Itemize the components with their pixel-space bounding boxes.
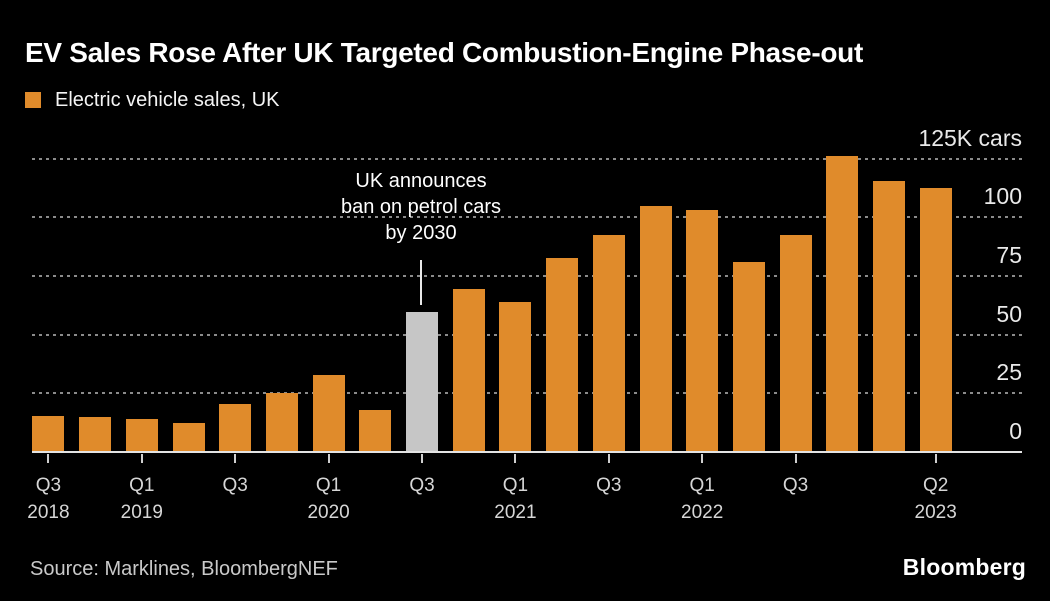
bar-q1-2023 <box>873 180 905 453</box>
x-label-quarter-10: Q1 <box>502 475 529 496</box>
x-tick-q3-2018 <box>47 454 50 463</box>
x-label-year-2018: 2018 <box>27 502 70 523</box>
x-label-year-2019: 2019 <box>120 502 163 523</box>
x-label-year-2022: 2022 <box>681 502 724 523</box>
x-tick-q3-8 <box>421 454 423 463</box>
annotation-line-2: ban on petrol cars <box>340 196 502 218</box>
legend-label: Electric vehicle sales, UK <box>55 88 280 111</box>
x-label-year-2023: 2023 <box>914 502 957 523</box>
x-tick-q1-2019 <box>140 454 143 463</box>
x-label-year-2021: 2021 <box>494 502 537 523</box>
x-label-quarter-0: Q3 <box>35 475 62 496</box>
gridline-100 <box>32 216 1022 219</box>
x-tick-q1-2021 <box>514 454 517 463</box>
bar-q2-2022 <box>732 261 765 453</box>
x-tick-q1-2022 <box>701 454 704 463</box>
gridline-75 <box>32 275 1022 278</box>
source-note: Source: Marklines, BloombergNEF <box>30 558 338 580</box>
bar-q4-2018 <box>79 416 112 453</box>
x-label-year-2020: 2020 <box>307 502 350 523</box>
y-axis-label-0: 0 <box>1009 418 1022 444</box>
legend: Electric vehicle sales, UK <box>25 89 280 111</box>
x-label-quarter-8: Q3 <box>409 475 435 496</box>
bar-q4-2019 <box>265 393 298 453</box>
x-label-quarter-6: Q1 <box>315 475 342 496</box>
bar-q1-2019 <box>125 419 158 453</box>
bar-q2-2020 <box>359 409 392 453</box>
annotation-pointer-line <box>420 260 422 305</box>
bar-q2-2023 <box>919 188 952 453</box>
y-axis-label-125: 125K cars <box>918 124 1022 151</box>
chart-title: EV Sales Rose After UK Targeted Combusti… <box>25 37 863 68</box>
bar-q2-2019 <box>172 422 205 453</box>
x-label-quarter-12: Q3 <box>596 475 622 496</box>
x-tick-q3-4 <box>234 454 237 463</box>
bar-q4-2021 <box>639 205 672 453</box>
x-label-quarter-16: Q3 <box>782 475 809 496</box>
y-axis-label-75: 75 <box>996 242 1022 269</box>
bar-q3-2020 <box>406 312 438 453</box>
y-axis-label-25: 25 <box>996 359 1022 386</box>
y-axis-label-50: 50 <box>996 300 1022 327</box>
x-label-quarter-4: Q3 <box>222 475 248 496</box>
x-tick-q1-2020 <box>327 454 330 463</box>
bar-q3-2018 <box>32 415 65 453</box>
x-label-quarter-14: Q1 <box>689 475 715 496</box>
x-axis-line <box>32 451 1022 453</box>
x-tick-q2-2023 <box>934 454 937 463</box>
bar-q4-2022 <box>826 156 859 453</box>
annotation-line-3: by 2030 <box>385 222 457 244</box>
bar-q3-2021 <box>592 234 625 453</box>
annotation-text: UK announces ban on petrol cars by 2030 <box>341 168 501 246</box>
x-tick-q3-12 <box>607 454 610 463</box>
annotation-line-1: UK announces <box>355 170 487 192</box>
bar-q2-2021 <box>546 258 579 453</box>
bar-q1-2022 <box>686 210 719 453</box>
bloomberg-logo: Bloomberg <box>902 554 1026 580</box>
bar-q1-2020 <box>312 374 345 453</box>
bar-q4-2020 <box>452 288 485 453</box>
y-axis-label-100: 100 <box>983 183 1022 210</box>
bar-q3-2022 <box>779 234 812 453</box>
bar-q1-2021 <box>499 301 532 453</box>
gridline-125 <box>32 157 1022 160</box>
x-tick-q3-16 <box>794 454 797 463</box>
bar-q3-2019 <box>219 403 252 453</box>
x-label-quarter-2: Q1 <box>129 475 155 496</box>
legend-swatch-icon <box>25 92 41 108</box>
x-label-quarter-19: Q2 <box>923 475 949 496</box>
